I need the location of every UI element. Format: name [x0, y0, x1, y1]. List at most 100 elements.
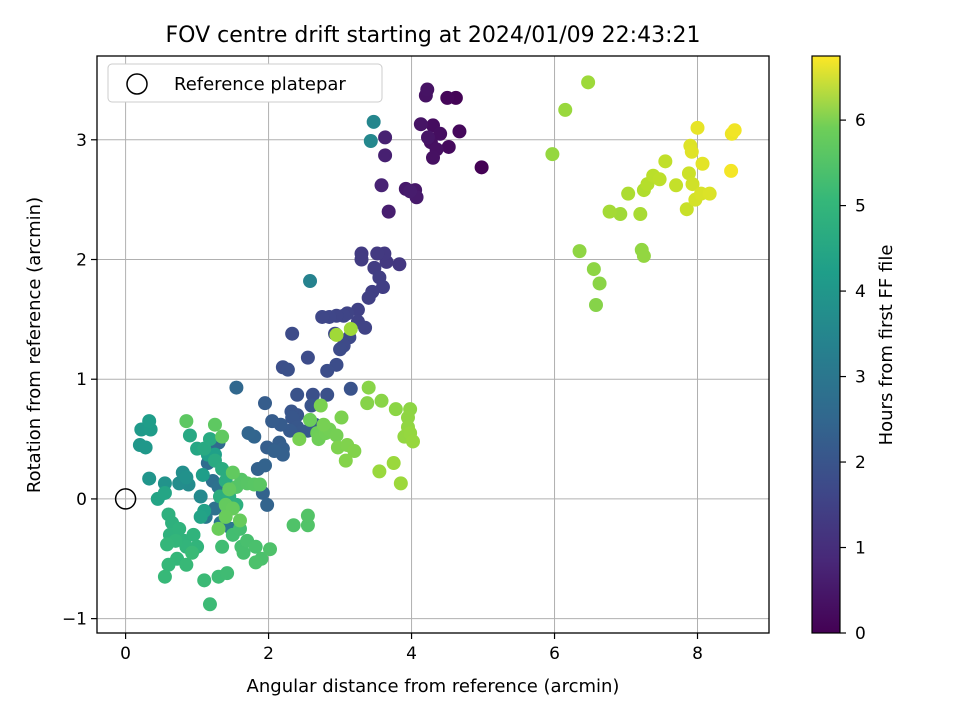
plot-frame [96, 55, 770, 634]
y-tick-label: −1 [62, 610, 87, 630]
data-point [334, 410, 349, 425]
data-point [679, 202, 694, 217]
data-point [388, 402, 403, 417]
data-point [440, 90, 455, 105]
data-point [211, 521, 226, 536]
colorbar-tick-label: 6 [855, 111, 866, 131]
y-tick-label: 3 [76, 131, 87, 151]
data-point [681, 166, 696, 181]
data-point [633, 207, 648, 222]
data-point [581, 75, 596, 90]
x-axis-label: Angular distance from reference (arcmin) [247, 676, 620, 697]
data-point [374, 393, 389, 408]
data-point [702, 186, 717, 201]
data-point [195, 467, 210, 482]
data-point [372, 464, 387, 479]
data-point [260, 497, 275, 512]
data-point [441, 139, 456, 154]
data-point [197, 573, 212, 588]
data-point [350, 302, 365, 317]
data-point [474, 160, 489, 175]
data-point [290, 387, 305, 402]
data-point [386, 456, 401, 471]
x-tick-label: 4 [406, 644, 417, 664]
data-point [229, 380, 244, 395]
data-point [393, 476, 408, 491]
y-tick-label: 0 [76, 490, 87, 510]
colorbar-tick-label: 1 [855, 539, 866, 559]
data-point [300, 518, 315, 533]
data-point [303, 412, 318, 427]
legend: Reference platepar [107, 63, 383, 103]
data-point [588, 297, 603, 312]
data-point [186, 527, 201, 542]
data-point [592, 276, 607, 291]
data-point [347, 444, 362, 459]
data-point [292, 432, 307, 447]
data-point [157, 485, 172, 500]
data-point [225, 465, 240, 480]
data-point [558, 102, 573, 117]
data-point [220, 566, 235, 581]
data-point [215, 429, 230, 444]
data-point [405, 434, 420, 449]
data-point [142, 414, 157, 429]
data-point [300, 350, 315, 365]
y-tick-label: 1 [76, 370, 87, 390]
data-point [378, 148, 393, 163]
data-point [586, 262, 601, 277]
data-point [313, 398, 328, 413]
colorbar-ticks: 0 1 2 3 4 5 6 [840, 111, 866, 644]
data-point [636, 248, 651, 263]
colorbar-tick-label: 0 [855, 624, 866, 644]
data-point [207, 417, 222, 432]
data-point [358, 320, 373, 335]
data-point [182, 428, 197, 443]
data-point [343, 321, 358, 336]
data-point [360, 396, 375, 411]
data-point [160, 537, 175, 552]
data-point [202, 597, 217, 612]
data-point [420, 82, 435, 97]
y-axis-label: Rotation from reference (arcmin) [24, 197, 45, 493]
data-point [602, 204, 617, 219]
data-points [132, 75, 742, 612]
data-point [329, 428, 344, 443]
data-point [426, 150, 440, 165]
data-point [215, 461, 230, 476]
colorbar: 0 1 2 3 4 5 6 Hours from first FF file [811, 55, 897, 644]
data-point [329, 327, 344, 342]
x-tick-label: 2 [263, 644, 274, 664]
data-point [263, 542, 278, 557]
data-point [248, 539, 263, 554]
colorbar-tick-label: 5 [855, 197, 866, 217]
x-axis: 0 2 4 6 8 [120, 633, 703, 664]
colorbar-label: Hours from first FF file [876, 245, 897, 446]
data-point [241, 426, 256, 441]
colorbar-tick-label: 4 [855, 282, 866, 302]
data-point [248, 555, 263, 570]
data-point [172, 521, 187, 536]
data-point [621, 186, 636, 201]
data-point [361, 290, 376, 305]
data-point [185, 545, 200, 560]
data-point [258, 458, 272, 473]
x-tick-label: 8 [692, 644, 703, 664]
data-point [215, 539, 230, 554]
data-point [433, 126, 448, 141]
data-point [343, 381, 358, 396]
legend-box [107, 63, 383, 103]
data-point [370, 246, 385, 261]
y-tick-label: 2 [76, 251, 87, 271]
data-point [258, 396, 272, 411]
data-point [420, 130, 435, 145]
data-point [400, 410, 415, 425]
x-tick-label: 6 [549, 644, 560, 664]
data-point [320, 363, 335, 378]
data-point [265, 414, 280, 429]
data-point [300, 508, 315, 523]
data-point [381, 204, 396, 219]
data-point [658, 154, 673, 169]
data-point [286, 518, 301, 533]
